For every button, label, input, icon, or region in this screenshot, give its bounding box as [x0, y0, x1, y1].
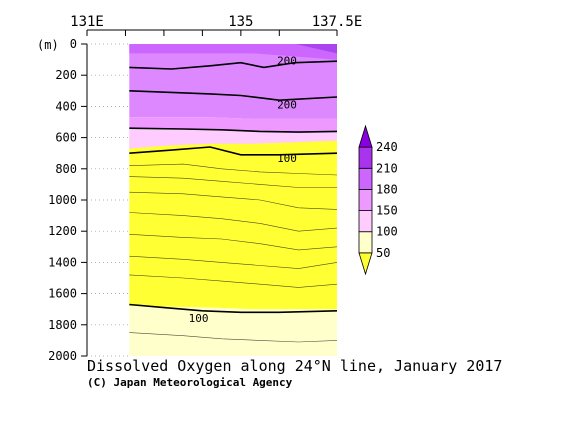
y-tick-label: 400	[55, 99, 77, 113]
y-tick-label: 600	[55, 131, 77, 145]
y-tick-label: 1200	[48, 224, 77, 238]
colorbar-box	[358, 231, 373, 254]
contour-line-65	[129, 212, 338, 232]
colorbar-label: 150	[376, 204, 398, 218]
colorbar-label: 180	[376, 182, 398, 196]
contour-line-100	[129, 146, 338, 156]
colorbar-box	[358, 210, 373, 233]
x-tick-label: 131E	[70, 14, 104, 30]
contour-line-200	[129, 90, 338, 102]
band-above-240	[129, 44, 337, 54]
contour-line-80	[129, 176, 337, 188]
band-below-50	[129, 136, 337, 310]
colorbar-label: 100	[376, 225, 398, 239]
x-tick-label: 137.5E	[312, 14, 363, 30]
colorbar-min-triangle	[358, 252, 373, 276]
contour-lines: 200 200 100 100	[129, 55, 338, 343]
chart-title: Dissolved Oxygen along 24°N line, Januar…	[87, 357, 503, 375]
band-150-180	[129, 117, 337, 132]
colorbar-box	[358, 167, 373, 190]
y-tick-label: 1400	[48, 255, 77, 269]
y-tick-label: 1600	[48, 287, 77, 301]
y-tick-label: 800	[55, 162, 77, 176]
y-tick-label: 0	[70, 37, 77, 51]
contour-label-100: 100	[277, 152, 297, 165]
y-axis-label: (m)	[37, 38, 59, 52]
contour-label-100: 100	[189, 312, 209, 325]
plot-area	[129, 44, 337, 356]
y-tick-label: 1000	[48, 193, 77, 207]
contour-label-200: 200	[277, 98, 297, 111]
colorbar-box	[358, 189, 373, 211]
colorbar-label: 240	[376, 140, 398, 154]
contour-line-200	[129, 60, 338, 70]
credit-text: (C) Japan Meteorological Agency	[87, 376, 293, 389]
contour-line-50	[129, 274, 338, 288]
y-tick-label: 2000	[48, 349, 77, 363]
colorbar-label: 50	[376, 246, 390, 260]
band-100-150	[129, 128, 337, 149]
colorbar-max-triangle	[358, 124, 373, 148]
contour-line-60	[129, 234, 338, 251]
colorbar-box	[358, 146, 373, 169]
contour-line-100	[129, 303, 338, 314]
colorbar-label: 210	[376, 161, 398, 175]
contour-label-200: 200	[277, 55, 297, 68]
contour-line-90	[129, 163, 338, 176]
contour-line-110	[129, 332, 338, 343]
y-tick-label: 200	[55, 68, 77, 82]
contour-line-150	[129, 127, 338, 133]
x-tick-label: 135	[228, 14, 253, 30]
contour-line-70	[129, 191, 338, 210]
band-210-240	[129, 44, 337, 60]
contour-line-55	[129, 255, 338, 269]
band-50-100	[129, 306, 337, 356]
y-tick-label: 1800	[48, 318, 77, 332]
axes: 131E 135 137.5E 0 200 400 600 800 1000 1200 1400 16…	[48, 14, 362, 363]
colorbar: 50 100 150 180 210 240	[358, 124, 398, 276]
